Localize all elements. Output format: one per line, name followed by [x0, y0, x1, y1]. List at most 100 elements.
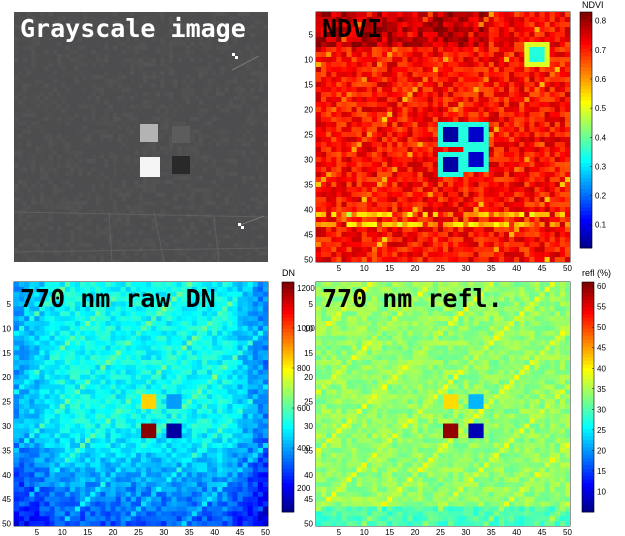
- colorbar-segment: [582, 422, 594, 427]
- y-tick-label: 10: [304, 56, 313, 65]
- colorbar-segment: [582, 486, 594, 491]
- colorbar-tick-label: 15: [597, 467, 606, 476]
- dn-heatmap-canvas: [14, 282, 268, 526]
- colorbar-segment: [580, 56, 592, 61]
- colorbar-segment: [582, 501, 594, 506]
- colorbar-segment: [282, 289, 294, 294]
- colorbar-segment: [282, 497, 294, 502]
- colorbar-segment: [580, 174, 592, 179]
- colorbar-segment: [582, 357, 594, 362]
- colorbar-segment: [582, 289, 594, 294]
- colorbar-segment: [282, 282, 294, 286]
- colorbar-segment: [282, 494, 294, 499]
- colorbar-segment: [580, 189, 592, 194]
- colorbar-segment: [580, 196, 592, 201]
- colorbar-segment: [282, 454, 294, 459]
- colorbar-segment: [282, 357, 294, 362]
- x-tick-label: 15: [83, 528, 92, 536]
- refl-heatmap: [316, 282, 570, 526]
- dn-axes: 5 10 15 20 25 30 35 40 45 50 5 10 15 20 25 30 35 40 45 50 20…: [2, 281, 315, 536]
- colorbar-segment: [282, 458, 294, 463]
- colorbar-segment: [282, 447, 294, 452]
- x-tick-label: 20: [411, 528, 420, 536]
- x-tick-label: 10: [58, 528, 67, 536]
- colorbar-segment: [282, 465, 294, 470]
- y-tick-label: 5: [309, 31, 314, 40]
- colorbar-segment: [582, 400, 594, 405]
- colorbar-segment: [580, 144, 592, 149]
- colorbar-segment: [282, 299, 294, 304]
- ndvi-heatmap-canvas: [316, 12, 570, 262]
- colorbar-segment: [282, 361, 294, 366]
- colorbar-segment: [580, 192, 592, 197]
- colorbar-segment: [582, 368, 594, 373]
- y-tick-label: 50: [304, 256, 313, 265]
- colorbar-segment: [282, 393, 294, 398]
- x-tick-label: 45: [538, 528, 547, 536]
- ndvi-colorbar-label: NDVI: [582, 0, 604, 10]
- colorbar-segment: [282, 414, 294, 419]
- colorbar-tick-label: 1200: [297, 284, 315, 293]
- colorbar-segment: [582, 285, 594, 290]
- colorbar-segment: [582, 314, 594, 319]
- colorbar-segment: [580, 170, 592, 175]
- colorbar-segment: [580, 244, 592, 249]
- x-tick-label: 15: [385, 528, 394, 536]
- y-tick-label: 35: [2, 446, 11, 455]
- colorbar-segment: [282, 490, 294, 495]
- colorbar-frame: [579, 11, 593, 249]
- colorbar-segment: [582, 328, 594, 333]
- colorbar-segment: [582, 382, 594, 387]
- colorbar-segment: [582, 303, 594, 308]
- dn-panel: 5 10 15 20 25 30 35 40 45 50 5 10 15 20 25 30 35 40 45 50 20…: [2, 268, 315, 536]
- colorbar-segment: [282, 350, 294, 355]
- colorbar-tick-label: 600: [297, 404, 311, 413]
- ndvi-panel: 5 10 15 20 25 30 35 40 45 50 5 10 15 20 25 30 35 40 45 50 0.…: [290, 0, 620, 280]
- colorbar-tick-label: 200: [297, 484, 311, 493]
- colorbar-segment: [580, 159, 592, 164]
- colorbar-segment: [582, 353, 594, 358]
- colorbar-segment: [580, 122, 592, 127]
- colorbar-segment: [282, 375, 294, 380]
- x-tick-label: 35: [487, 264, 496, 273]
- colorbar-segment: [582, 429, 594, 434]
- colorbar-segment: [582, 332, 594, 337]
- grayscale-panel: Grayscale image: [14, 12, 268, 262]
- colorbar-segment: [282, 325, 294, 330]
- colorbar-segment: [580, 48, 592, 53]
- y-tick-label: 15: [304, 81, 313, 90]
- x-tick-label: 50: [563, 264, 572, 273]
- dn-heatmap: [14, 282, 268, 526]
- x-tick-label: 50: [261, 528, 270, 536]
- colorbar-segment: [580, 104, 592, 109]
- refl-panel: 5 10 15 20 25 30 35 40 45 50 5 10 15 20 25 30 35 40 45 50 10…: [290, 268, 620, 536]
- colorbar-segment: [282, 339, 294, 344]
- colorbar-segment: [582, 292, 594, 297]
- colorbar-segment: [580, 214, 592, 219]
- colorbar-segment: [580, 67, 592, 72]
- colorbar-segment: [282, 450, 294, 455]
- y-tick-label: 40: [2, 471, 11, 480]
- colorbar-tick-label: 0.4: [595, 133, 607, 142]
- x-tick-label: 25: [436, 264, 445, 273]
- colorbar-segment: [580, 59, 592, 65]
- colorbar-segment: [582, 461, 594, 466]
- colorbar-segment: [282, 486, 294, 491]
- colorbar-tick-label: 0.1: [595, 221, 607, 230]
- colorbar-tick-label: 10: [597, 487, 606, 496]
- colorbar-segment: [282, 353, 294, 358]
- x-tick-label: 5: [337, 264, 342, 273]
- colorbar-segment: [582, 432, 594, 437]
- y-tick-label: 30: [304, 422, 313, 431]
- colorbar-segment: [582, 364, 594, 369]
- colorbar-segment: [580, 181, 592, 186]
- colorbar-segment: [282, 389, 294, 394]
- colorbar-segment: [580, 203, 592, 208]
- colorbar-segment: [582, 494, 594, 499]
- refl-colorbar-label: refl (%): [582, 268, 611, 278]
- y-tick-label: 45: [304, 231, 313, 240]
- colorbar-segment: [582, 350, 594, 355]
- colorbar-segment: [582, 335, 594, 340]
- calibration-target-bright: [140, 124, 158, 142]
- colorbar-segment: [282, 418, 294, 423]
